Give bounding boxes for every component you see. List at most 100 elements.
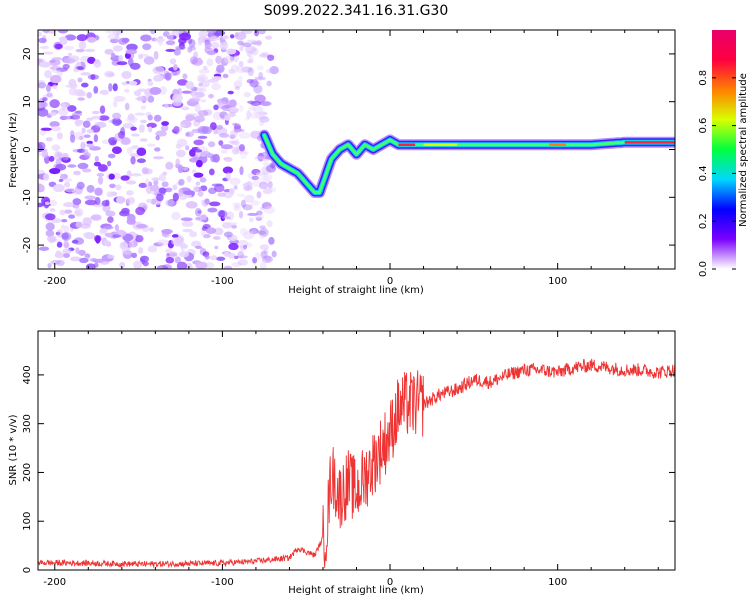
colorbar-gradient: [712, 30, 736, 269]
spectrogram-cell: [116, 195, 126, 205]
spectrogram-cell: [49, 208, 56, 212]
spectrogram-cell: [40, 127, 52, 131]
spectrogram-cell: [198, 76, 206, 84]
spectrogram-cell: [140, 105, 147, 110]
spectrogram-cell: [217, 209, 228, 218]
colorbar-tick-label: 0.2: [698, 213, 709, 229]
spectrogram-cell: [38, 152, 43, 157]
spectrogram-cell: [247, 212, 258, 216]
spectrogram-cell: [183, 167, 188, 171]
spectrogram-cell: [178, 188, 183, 197]
spectrogram-cell: [49, 199, 57, 207]
spectrogram-cell: [118, 131, 126, 139]
spectrogram-cell: [78, 249, 86, 256]
spectrogram-cell: [210, 155, 217, 163]
spectrogram-cell: [243, 244, 248, 250]
spectrogram-cell: [39, 61, 51, 68]
spectrogram-cell: [216, 256, 226, 261]
spectrogram-cell: [119, 261, 126, 269]
spectrogram-cell: [50, 259, 61, 265]
spectrogram-cell: [161, 181, 169, 188]
spectrogram-cell: [86, 140, 93, 145]
spectrogram-cell: [48, 167, 61, 175]
spectrogram-cell: [128, 81, 138, 86]
spectrogram-cell: [237, 250, 245, 259]
spectrogram-cell: [228, 252, 236, 259]
spectrogram-cell: [60, 224, 65, 231]
spectrogram-cell: [209, 255, 218, 261]
spectrogram-cell: [63, 225, 70, 234]
x-tick-label: -200: [43, 276, 66, 287]
spectrogram-cell: [242, 183, 249, 187]
spectrogram-cell: [58, 107, 69, 117]
spectrogram-cell: [233, 80, 243, 89]
spectrogram-cell: [231, 224, 237, 229]
spectrogram-cell: [52, 183, 65, 193]
spectrogram-cell: [96, 172, 105, 177]
spectrogram-cell: [172, 93, 183, 103]
x-tick-label: 100: [548, 577, 567, 588]
spectrogram-cell: [81, 148, 89, 155]
spectrogram-cell: [172, 64, 178, 71]
spectrogram-cell: [45, 222, 55, 231]
spectrogram-cell: [54, 43, 63, 50]
spectrogram-cell: [112, 112, 122, 120]
spectrogram-cell: [109, 183, 116, 189]
spectrogram-cell: [101, 200, 110, 207]
spectrogram-cell: [260, 206, 265, 211]
spectrogram-cell: [138, 247, 144, 254]
spectrogram-cell: [121, 250, 133, 255]
spectrogram-cell: [49, 121, 60, 128]
spectrogram-cell: [78, 40, 87, 50]
spectrogram-cell: [124, 88, 130, 93]
spectrogram-cell: [216, 64, 225, 73]
spectrogram-cell: [255, 156, 267, 160]
spectrogram-cell: [191, 240, 202, 248]
spectrogram-cell: [160, 124, 169, 132]
spectrogram-cell: [254, 76, 266, 81]
spectrogram-cell: [41, 150, 49, 159]
spectrogram-cell: [50, 125, 61, 132]
spectrogram-cell: [93, 134, 99, 143]
spectrogram-cell: [237, 239, 249, 248]
spectrogram-cell: [103, 225, 114, 230]
spectrogram-cell: [185, 262, 193, 269]
spectrogram-cell: [232, 205, 242, 212]
spectrogram-cell: [94, 121, 107, 129]
spectrogram-cell: [84, 195, 96, 200]
spectrogram-cell: [59, 209, 66, 216]
spectrogram-cell: [107, 153, 116, 159]
x-tick-label: 0: [387, 577, 393, 588]
spectrogram-cell: [142, 261, 149, 267]
spectrogram-cell: [189, 231, 197, 238]
spectrogram-cell: [86, 117, 94, 121]
spectrogram-cell: [233, 125, 242, 133]
spectrogram-cell: [171, 237, 183, 246]
spectrogram-cell: [237, 259, 248, 266]
colorbar-tick-label: 0.8: [698, 70, 709, 86]
spectrogram-cell: [54, 252, 65, 259]
spectrogram-cell: [238, 131, 251, 139]
x-tick-label: -100: [211, 276, 234, 287]
spectrogram-cell: [175, 149, 186, 158]
spectrogram-cell: [71, 189, 83, 195]
spectrogram-cell: [182, 73, 188, 80]
spectrogram-cell: [195, 181, 201, 186]
spectrogram-cell: [261, 51, 270, 57]
spectrogram-cell: [181, 106, 190, 111]
spectrogram-cell: [126, 190, 134, 196]
spectrogram-cell: [135, 234, 144, 243]
spectrogram-cell: [258, 30, 266, 35]
colorbar: 0.0 0.2 0.4 0.6 0.8 Normalized spectral ampl…: [698, 30, 749, 277]
spectrogram-cell: [94, 187, 103, 196]
spectrogram-cell: [246, 110, 252, 120]
spectrogram-cell: [110, 52, 116, 58]
spectrogram-cell: [98, 115, 110, 121]
spectrogram-cell: [198, 82, 203, 87]
spectrogram-cell: [83, 134, 91, 139]
spectrogram-cell: [254, 30, 260, 37]
spectrogram-cell: [131, 133, 140, 137]
spectrogram-cell: [180, 217, 193, 222]
spectrogram-cell: [172, 192, 179, 202]
spectrogram-cell: [122, 122, 135, 129]
